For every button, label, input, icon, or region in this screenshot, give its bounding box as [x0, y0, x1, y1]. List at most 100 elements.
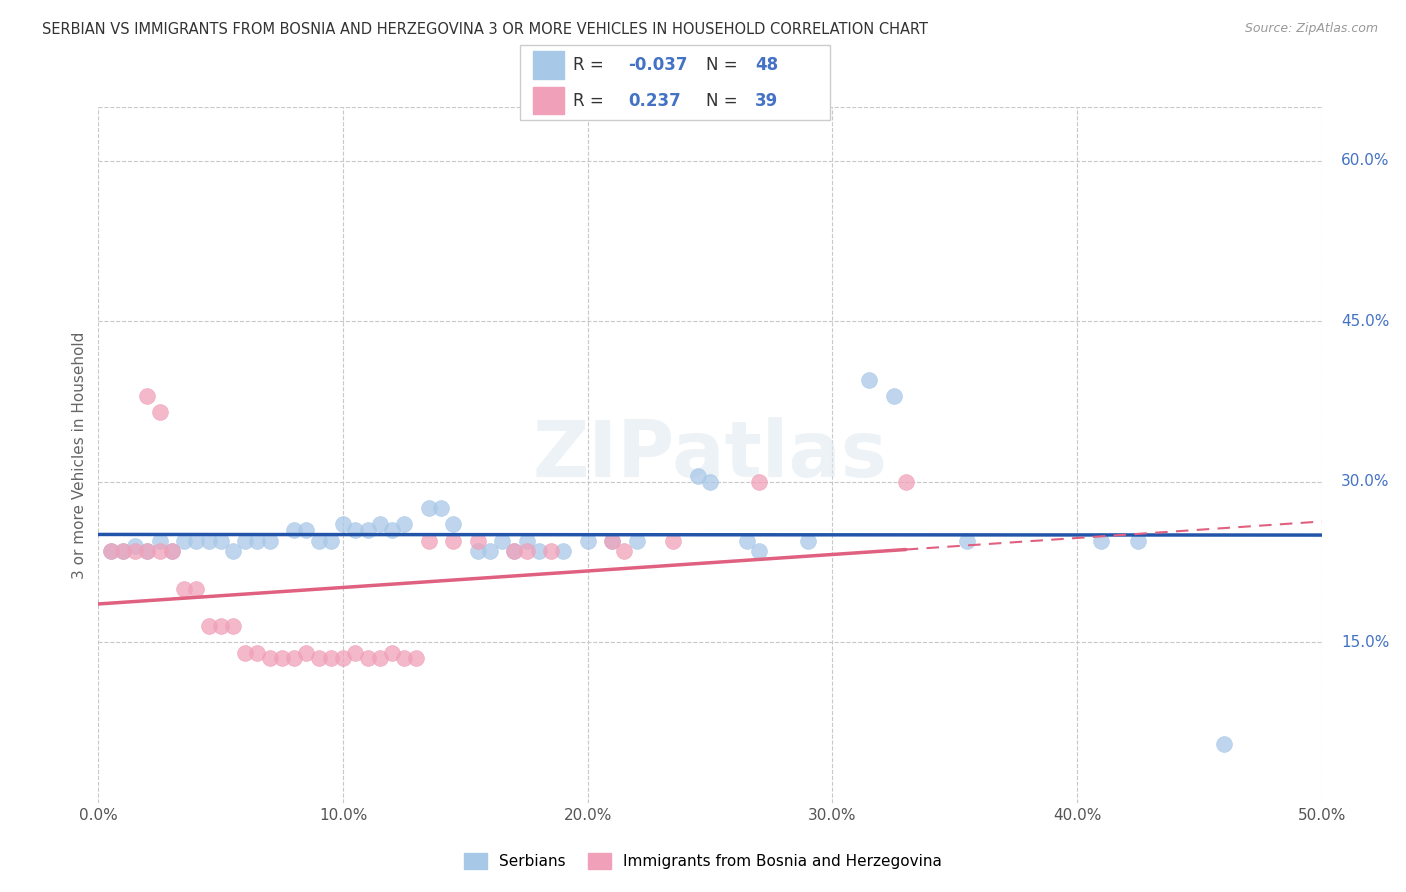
Point: [662, 533, 685, 548]
Point: [748, 475, 770, 489]
Text: 30.0%: 30.0%: [1341, 475, 1389, 489]
Point: [735, 533, 758, 548]
Point: [356, 651, 378, 665]
Text: R =: R =: [572, 93, 603, 111]
Point: [748, 544, 770, 558]
Point: [259, 533, 281, 548]
Point: [136, 544, 159, 558]
Text: N =: N =: [706, 93, 737, 111]
Text: 45.0%: 45.0%: [1341, 314, 1389, 328]
Point: [467, 533, 489, 548]
Point: [308, 651, 330, 665]
Point: [197, 533, 219, 548]
Text: 60.0%: 60.0%: [1341, 153, 1389, 168]
Point: [209, 619, 232, 633]
Point: [686, 469, 709, 483]
Point: [405, 651, 427, 665]
Point: [136, 544, 159, 558]
Point: [503, 544, 526, 558]
Point: [160, 544, 183, 558]
Point: [1128, 533, 1150, 548]
Point: [515, 533, 537, 548]
Text: R =: R =: [572, 56, 603, 74]
Point: [381, 523, 404, 537]
Point: [1090, 533, 1112, 548]
Point: [515, 544, 537, 558]
Point: [100, 544, 122, 558]
Point: [441, 517, 464, 532]
Text: Source: ZipAtlas.com: Source: ZipAtlas.com: [1244, 22, 1378, 36]
Point: [319, 533, 342, 548]
Point: [246, 533, 269, 548]
Point: [467, 544, 489, 558]
Point: [503, 544, 526, 558]
Point: [136, 389, 159, 403]
Point: [173, 533, 195, 548]
Text: 48: 48: [755, 56, 779, 74]
FancyBboxPatch shape: [520, 45, 830, 120]
Point: [600, 533, 623, 548]
Text: SERBIAN VS IMMIGRANTS FROM BOSNIA AND HERZEGOVINA 3 OR MORE VEHICLES IN HOUSEHOL: SERBIAN VS IMMIGRANTS FROM BOSNIA AND HE…: [42, 22, 928, 37]
Point: [149, 533, 172, 548]
Text: 39: 39: [755, 93, 779, 111]
Point: [124, 539, 146, 553]
Point: [259, 651, 281, 665]
Point: [246, 646, 269, 660]
Point: [295, 646, 318, 660]
Point: [613, 544, 636, 558]
Point: [418, 501, 440, 516]
Point: [392, 651, 416, 665]
Point: [553, 544, 575, 558]
Point: [222, 544, 245, 558]
Point: [295, 523, 318, 537]
Point: [441, 533, 464, 548]
Text: 15.0%: 15.0%: [1341, 635, 1389, 649]
Bar: [533, 87, 564, 114]
Text: -0.037: -0.037: [628, 56, 688, 74]
Point: [576, 533, 599, 548]
Point: [332, 517, 354, 532]
Point: [233, 533, 256, 548]
Point: [186, 582, 208, 596]
Point: [332, 651, 354, 665]
Point: [209, 533, 232, 548]
Y-axis label: 3 or more Vehicles in Household: 3 or more Vehicles in Household: [72, 331, 87, 579]
Point: [149, 544, 172, 558]
Legend: Serbians, Immigrants from Bosnia and Herzegovina: Serbians, Immigrants from Bosnia and Her…: [457, 847, 949, 875]
Point: [308, 533, 330, 548]
Point: [1212, 737, 1234, 751]
Point: [478, 544, 501, 558]
Point: [149, 405, 172, 419]
Point: [626, 533, 648, 548]
Point: [600, 533, 623, 548]
Point: [124, 544, 146, 558]
Point: [540, 544, 562, 558]
Point: [527, 544, 550, 558]
Point: [392, 517, 416, 532]
Point: [233, 646, 256, 660]
Point: [197, 619, 219, 633]
Point: [160, 544, 183, 558]
Point: [797, 533, 820, 548]
Text: N =: N =: [706, 56, 737, 74]
Point: [222, 619, 245, 633]
Point: [319, 651, 342, 665]
Point: [111, 544, 134, 558]
Point: [186, 533, 208, 548]
Point: [283, 523, 305, 537]
Point: [491, 533, 513, 548]
Text: 0.237: 0.237: [628, 93, 682, 111]
Point: [100, 544, 122, 558]
Point: [368, 651, 391, 665]
Point: [430, 501, 453, 516]
Point: [894, 475, 917, 489]
Point: [270, 651, 294, 665]
Point: [356, 523, 378, 537]
Bar: [533, 52, 564, 78]
Point: [344, 646, 367, 660]
Point: [381, 646, 404, 660]
Point: [956, 533, 979, 548]
Point: [699, 475, 721, 489]
Point: [418, 533, 440, 548]
Point: [111, 544, 134, 558]
